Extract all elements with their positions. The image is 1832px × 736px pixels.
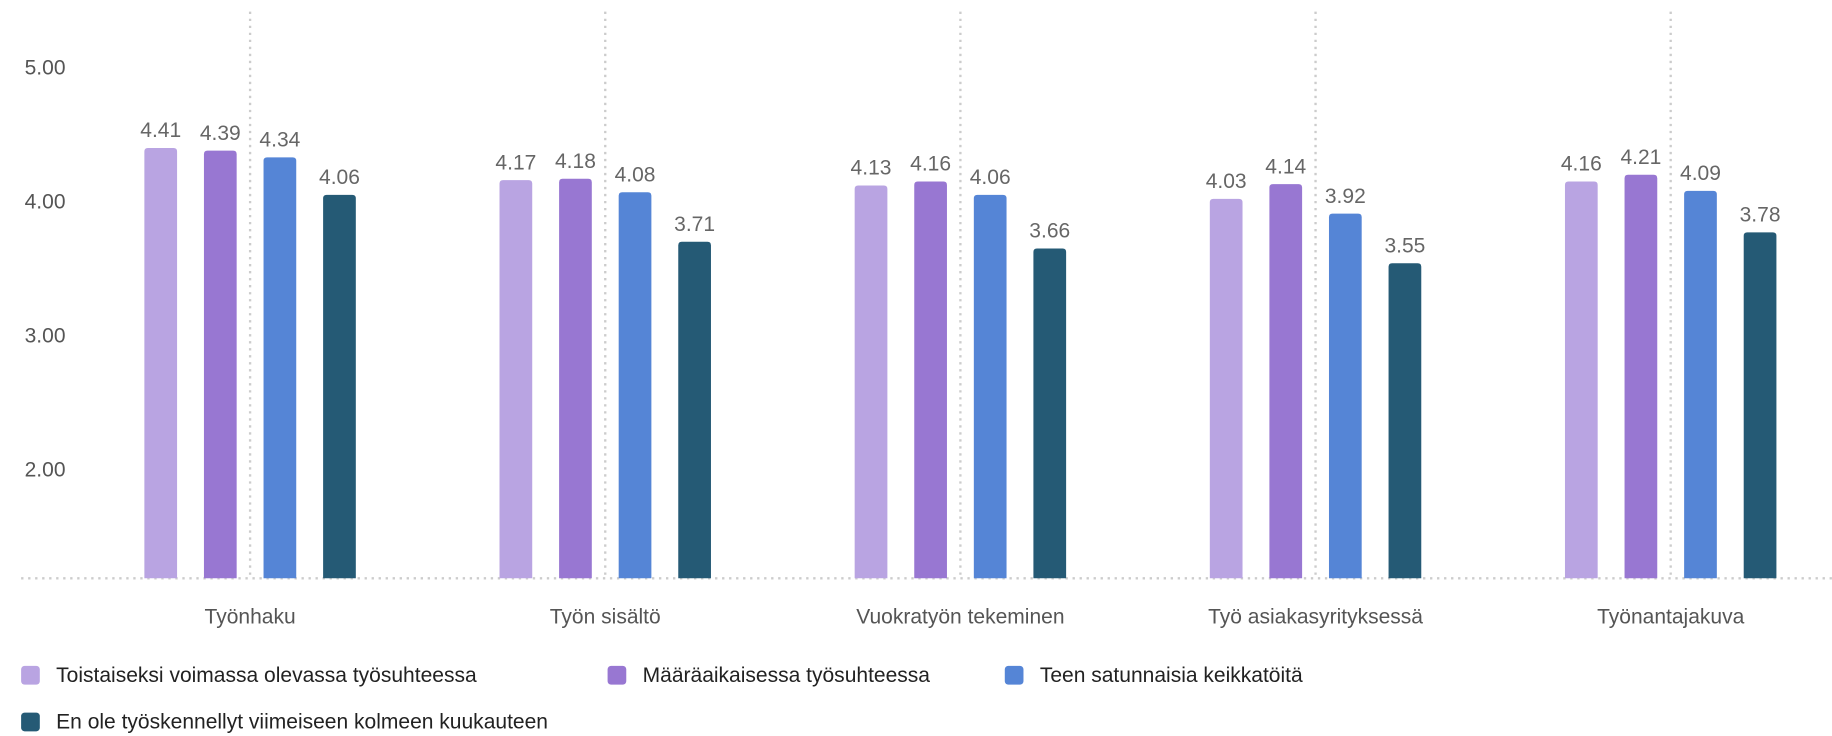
y-tick-label: 3.00 — [25, 325, 66, 348]
value-label: 4.34 — [259, 129, 300, 152]
value-label: 4.06 — [970, 166, 1011, 189]
value-label: 4.39 — [200, 122, 241, 145]
bar — [678, 241, 711, 579]
bar — [144, 147, 178, 579]
bar — [914, 181, 947, 579]
value-label: 3.78 — [1740, 204, 1781, 227]
legend-swatch — [21, 665, 40, 685]
x-tick-label: Työ asiakasyrityksessä — [1208, 606, 1423, 629]
value-label: 4.21 — [1620, 146, 1661, 169]
value-label: 4.13 — [851, 157, 892, 180]
value-label: 3.92 — [1325, 185, 1366, 208]
value-label: 4.17 — [495, 151, 536, 174]
bar — [263, 157, 297, 579]
bar — [203, 150, 237, 579]
value-label: 4.06 — [319, 166, 360, 189]
legend-label: Toistaiseksi voimassa olevassa työsuhtee… — [56, 664, 477, 687]
bar — [618, 192, 652, 579]
bar — [1624, 174, 1658, 579]
legend-label: Teen satunnaisia keikkatöitä — [1040, 664, 1303, 687]
bar — [559, 178, 592, 579]
x-tick-label: Työnhaku — [205, 606, 296, 629]
bar — [1388, 263, 1422, 579]
value-label: 4.41 — [140, 119, 181, 142]
legend-swatch — [1004, 665, 1024, 685]
bar — [323, 194, 356, 579]
bar — [973, 194, 1007, 579]
y-tick-label: 5.00 — [25, 56, 66, 79]
bar — [854, 185, 888, 579]
value-label: 4.14 — [1265, 155, 1306, 178]
bar — [1328, 213, 1362, 579]
value-label: 4.16 — [910, 153, 951, 176]
value-label: 4.03 — [1206, 170, 1247, 193]
legend-swatch — [21, 712, 40, 732]
bar — [1209, 198, 1243, 579]
x-tick-label: Vuokratyön tekeminen — [856, 606, 1064, 629]
x-tick-label: Työn sisältö — [550, 606, 661, 629]
bar — [499, 180, 533, 579]
bar — [1684, 190, 1717, 579]
value-label: 3.71 — [674, 213, 715, 236]
y-tick-label: 4.00 — [25, 190, 66, 213]
bar — [1269, 184, 1303, 579]
legend-label: En ole työskennellyt viimeiseen kolmeen … — [56, 711, 548, 734]
bar — [1743, 232, 1777, 579]
value-label: 4.08 — [615, 163, 656, 186]
legend-swatch — [607, 665, 627, 685]
value-label: 4.16 — [1561, 153, 1602, 176]
value-label: 3.55 — [1384, 234, 1425, 257]
y-tick-label: 2.00 — [25, 459, 66, 482]
value-label: 4.18 — [555, 150, 596, 173]
bar — [1033, 248, 1067, 579]
value-label: 3.66 — [1029, 220, 1070, 243]
bar — [1564, 181, 1598, 579]
legend-label: Määräaikaisessa työsuhteessa — [643, 664, 931, 687]
x-tick-label: Työnantajakuva — [1597, 606, 1745, 629]
value-label: 4.09 — [1680, 162, 1721, 185]
